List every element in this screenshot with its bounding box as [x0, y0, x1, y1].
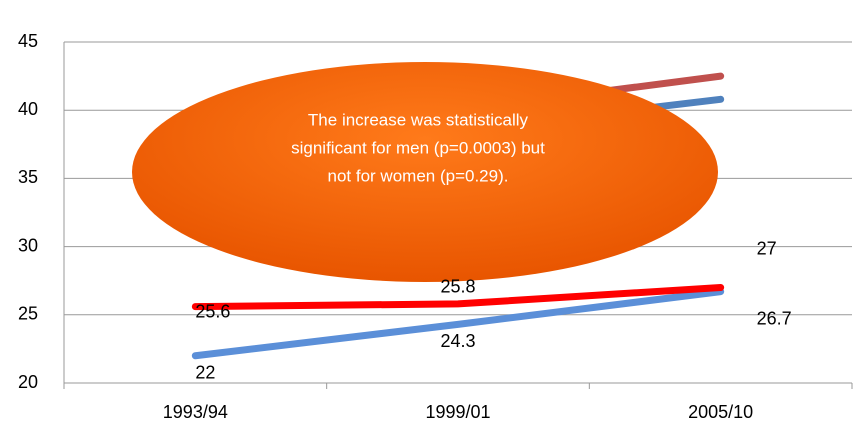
y-tick-label: 35: [18, 167, 38, 187]
data-label: 24.3: [440, 331, 475, 351]
x-tick-label: 2005/10: [688, 402, 753, 422]
y-tick-label: 45: [18, 31, 38, 51]
x-tick-label: 1993/94: [163, 402, 228, 422]
y-tick-label: 25: [18, 304, 38, 324]
data-label: 27: [757, 238, 777, 258]
y-tick-label: 40: [18, 99, 38, 119]
data-line: [191, 284, 725, 311]
data-label: 22: [195, 362, 215, 382]
data-label: 26.7: [757, 308, 792, 328]
y-tick-label: 20: [18, 372, 38, 392]
data-label: 25.8: [440, 277, 475, 297]
annotation-text: significant for men (p=0.0003) but: [291, 138, 545, 157]
annotation-bubble: [132, 62, 718, 282]
annotation-text: not for women (p=0.29).: [328, 166, 509, 185]
annotation-text: The increase was statistically: [308, 110, 529, 129]
y-tick-label: 30: [18, 235, 38, 255]
x-tick-label: 1999/01: [425, 402, 490, 422]
data-label: 25.6: [195, 301, 230, 321]
data-line: [191, 288, 725, 360]
